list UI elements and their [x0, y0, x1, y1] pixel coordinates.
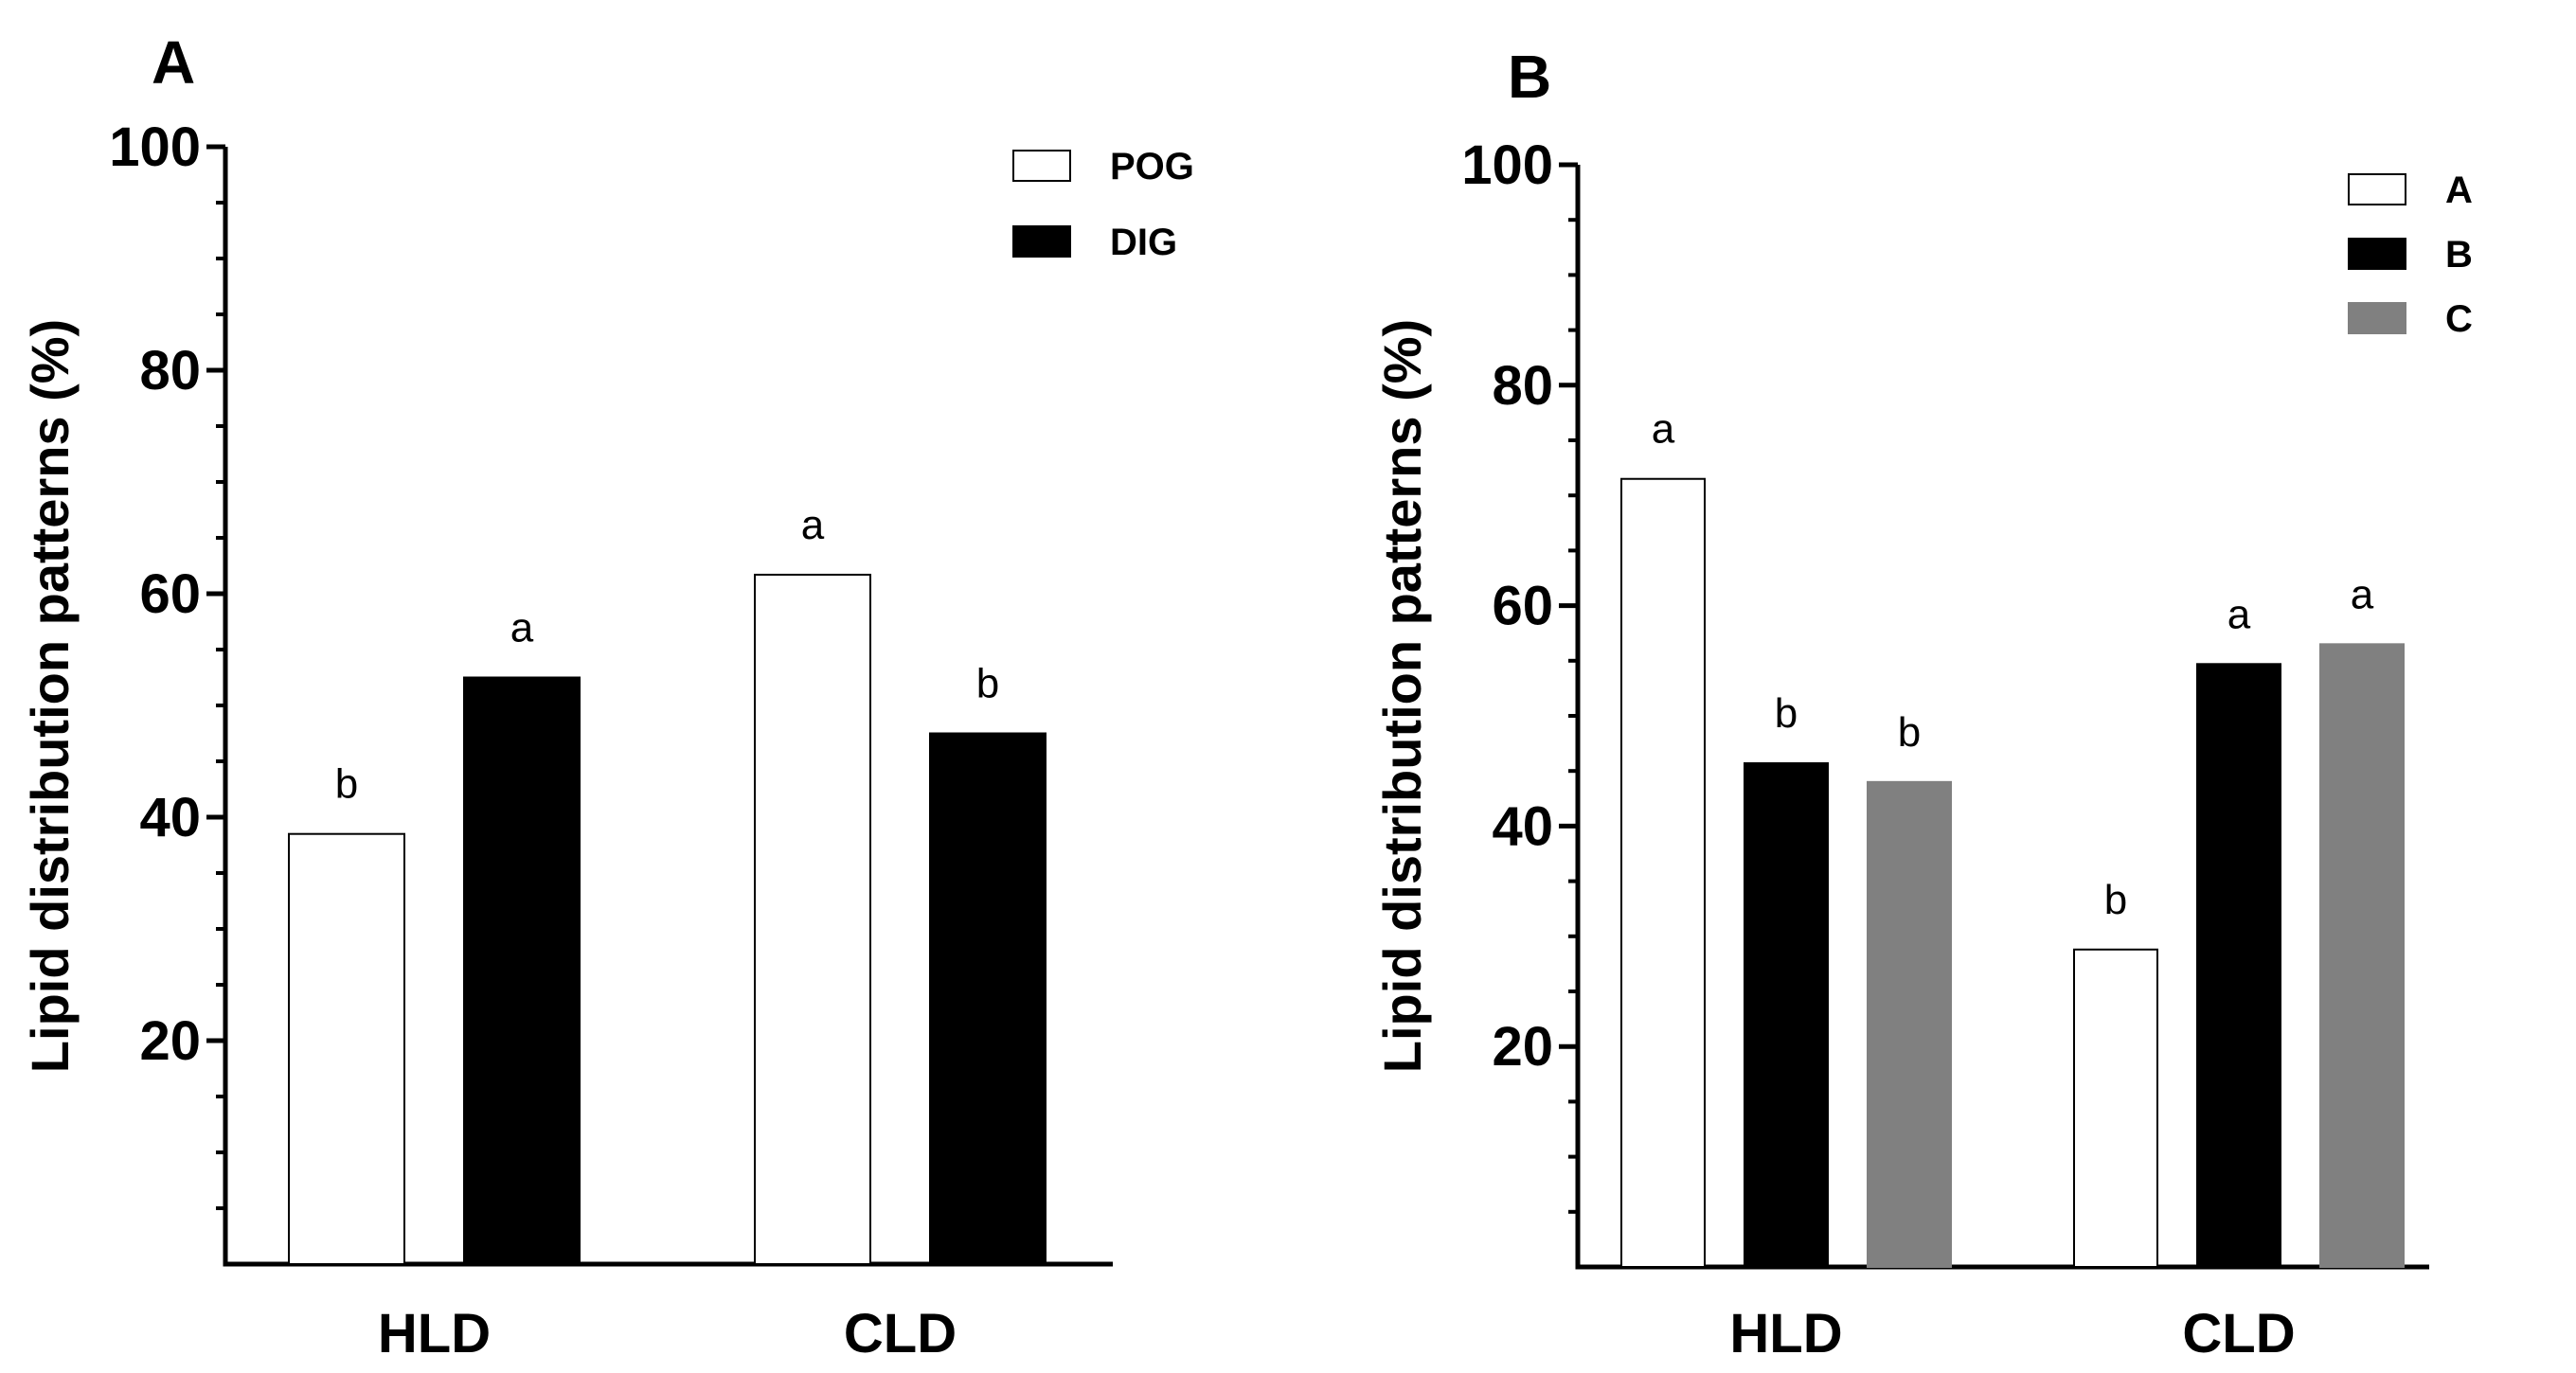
y-tick-label: 40	[139, 787, 201, 848]
legend-label: A	[2445, 169, 2473, 211]
y-tick-label: 80	[139, 340, 201, 401]
legend-label: DIG	[1110, 222, 1177, 263]
bar	[2196, 663, 2281, 1268]
y-tick-label: 60	[139, 563, 201, 625]
significance-letter: b	[976, 661, 999, 707]
panel-b-chart: 20 40 60 80 100 a b b HLD b a a CLD Lipid distributio…	[1372, 134, 2473, 1364]
y-tick-label: 40	[1492, 795, 1553, 857]
x-category-label: CLD	[2182, 1303, 2295, 1364]
significance-letter: b	[335, 761, 358, 808]
x-category-label: HLD	[1729, 1303, 1842, 1364]
legend-swatch	[2348, 173, 2406, 205]
significance-letter: a	[2227, 591, 2251, 637]
bar	[1867, 780, 1952, 1268]
panel-b-label: B	[1508, 43, 1551, 111]
significance-letter: a	[1652, 406, 1675, 453]
legend-swatch	[1012, 150, 1071, 182]
y-axis-title: Lipid distribution patterns (%)	[1372, 319, 1432, 1073]
y-tick-label: 20	[139, 1010, 201, 1072]
legend-label: C	[2445, 298, 2473, 340]
significance-letter: b	[1898, 709, 1921, 756]
y-axis-title: Lipid distribution patterns (%)	[20, 319, 80, 1073]
legend-label: B	[2445, 234, 2473, 276]
panel-a-label: A	[152, 28, 195, 97]
significance-letter: a	[801, 502, 825, 548]
bar	[1620, 477, 1706, 1268]
y-tick-label: 20	[1492, 1016, 1553, 1078]
panel-a-chart: 20 40 60 80 100 b a HLD a b CLD Lipid distribution …	[20, 116, 1194, 1364]
legend-swatch	[1012, 225, 1071, 258]
legend-label: POG	[1110, 146, 1194, 187]
x-category-label: CLD	[844, 1303, 957, 1364]
x-category-label: HLD	[378, 1303, 491, 1364]
bar	[463, 676, 581, 1265]
bar	[288, 832, 405, 1265]
bar	[929, 732, 1046, 1265]
y-tick-label: 80	[1492, 355, 1553, 417]
significance-letter: a	[2351, 571, 2374, 617]
y-tick-label: 60	[1492, 576, 1553, 637]
significance-letter: a	[510, 605, 534, 651]
bar	[2073, 948, 2158, 1268]
bar	[1744, 762, 1829, 1268]
legend-swatch	[2348, 302, 2406, 334]
significance-letter: b	[2104, 877, 2127, 923]
y-tick-label: 100	[1461, 134, 1553, 196]
legend-swatch	[2348, 238, 2406, 270]
bar	[754, 573, 871, 1265]
y-tick-label: 100	[109, 116, 201, 178]
significance-letter: b	[1775, 690, 1798, 737]
bar	[2319, 643, 2405, 1268]
